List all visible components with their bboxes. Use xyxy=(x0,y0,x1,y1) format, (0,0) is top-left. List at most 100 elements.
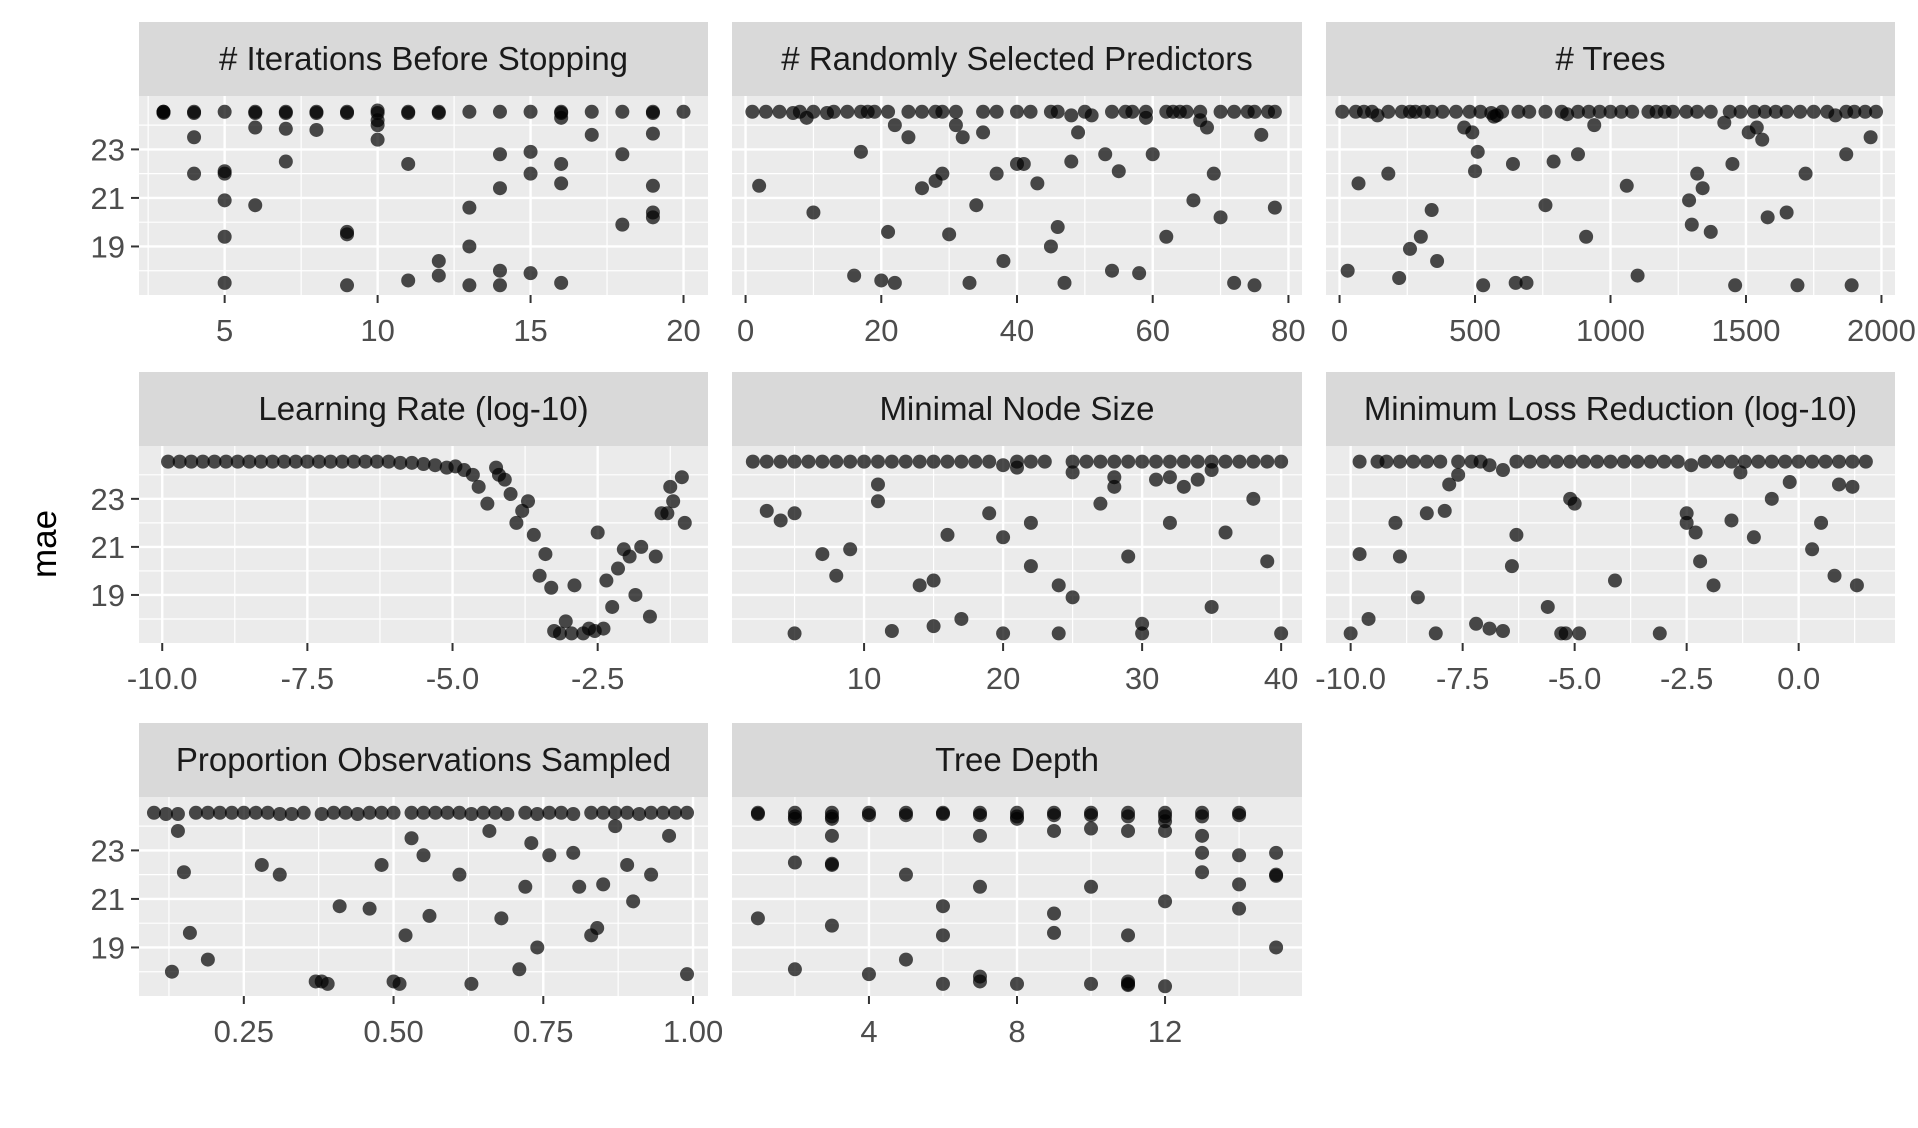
data-point xyxy=(1791,454,1806,469)
data-point xyxy=(401,156,416,171)
data-point xyxy=(1511,104,1526,119)
data-point xyxy=(1361,611,1376,626)
data-point xyxy=(772,104,787,119)
data-point xyxy=(1449,104,1464,119)
data-point xyxy=(615,104,630,119)
data-point xyxy=(1831,454,1846,469)
data-point xyxy=(1381,104,1396,119)
data-point xyxy=(1392,271,1407,286)
data-point xyxy=(1107,470,1122,485)
data-point xyxy=(488,805,503,820)
data-point xyxy=(1135,626,1150,641)
data-point xyxy=(996,254,1011,269)
data-point xyxy=(1869,104,1884,119)
data-point xyxy=(870,454,885,469)
data-point xyxy=(1505,156,1520,171)
data-point xyxy=(787,506,802,521)
x-tick-label: 1000 xyxy=(1576,313,1645,348)
data-point xyxy=(422,908,437,923)
data-point xyxy=(338,805,353,820)
x-tick-label: 0.0 xyxy=(1777,661,1820,696)
data-point xyxy=(1051,578,1066,593)
data-point xyxy=(1793,104,1808,119)
data-point xyxy=(564,626,579,641)
data-point xyxy=(309,122,324,137)
data-point xyxy=(200,805,215,820)
x-tick-label: 0 xyxy=(1331,313,1348,348)
facet-title: # Trees xyxy=(1555,40,1665,77)
data-point xyxy=(1227,275,1242,290)
data-point xyxy=(176,865,191,880)
data-point xyxy=(1267,104,1282,119)
facet-strip xyxy=(732,22,1302,96)
data-point xyxy=(1703,224,1718,239)
data-point xyxy=(207,454,222,469)
x-tick-label: -2.5 xyxy=(571,661,624,696)
x-tick-label: 30 xyxy=(1125,661,1159,696)
data-point xyxy=(745,454,760,469)
x-tick-label: -7.5 xyxy=(1436,661,1489,696)
data-point xyxy=(1195,865,1210,880)
data-point xyxy=(404,831,419,846)
data-point xyxy=(1121,549,1136,564)
facet-panel: Minimum Loss Reduction (log-10) -10.0 -7.5… xyxy=(1315,372,1895,696)
data-point xyxy=(1482,458,1497,473)
data-point xyxy=(599,573,614,588)
data-point xyxy=(428,458,443,473)
data-point xyxy=(1728,278,1743,293)
x-tick-label: 4 xyxy=(860,1014,877,1049)
data-point xyxy=(1473,104,1488,119)
y-tick-label: 21 xyxy=(91,530,125,565)
data-point xyxy=(677,515,692,530)
data-point xyxy=(976,125,991,140)
data-point xyxy=(1684,458,1699,473)
data-point xyxy=(1717,115,1732,130)
data-point xyxy=(968,454,983,469)
data-point xyxy=(340,278,355,293)
data-point xyxy=(452,805,467,820)
data-point xyxy=(1782,475,1797,490)
data-point xyxy=(1030,176,1045,191)
data-point xyxy=(1831,477,1846,492)
x-tick-label: 10 xyxy=(847,661,881,696)
data-point xyxy=(566,845,581,860)
data-point xyxy=(1065,465,1080,480)
data-point xyxy=(1706,578,1721,593)
data-point xyxy=(1269,868,1284,883)
data-point xyxy=(278,105,293,120)
data-point xyxy=(622,549,637,564)
data-point xyxy=(374,805,389,820)
data-point xyxy=(1424,104,1439,119)
data-point xyxy=(1138,110,1153,125)
x-tick-label: -10.0 xyxy=(1315,661,1386,696)
data-point xyxy=(1379,454,1394,469)
data-point xyxy=(787,811,802,826)
data-point xyxy=(935,104,950,119)
data-point xyxy=(773,454,788,469)
data-point xyxy=(1805,542,1820,557)
data-point xyxy=(1549,454,1564,469)
data-point xyxy=(628,587,643,602)
data-point xyxy=(1839,147,1854,162)
data-point xyxy=(1064,108,1079,123)
data-point xyxy=(431,105,446,120)
data-point xyxy=(1098,147,1113,162)
data-point xyxy=(494,911,509,926)
data-point xyxy=(829,454,844,469)
data-point xyxy=(662,828,677,843)
data-point xyxy=(1388,515,1403,530)
data-point xyxy=(170,823,185,838)
data-point xyxy=(1269,845,1284,860)
data-point xyxy=(1084,976,1099,991)
data-point xyxy=(523,166,538,181)
data-point xyxy=(759,454,774,469)
data-point xyxy=(1057,275,1072,290)
data-point xyxy=(745,104,760,119)
data-point xyxy=(497,472,512,487)
data-point xyxy=(554,805,569,820)
data-point xyxy=(590,921,605,936)
data-point xyxy=(857,454,872,469)
data-point xyxy=(1107,479,1122,494)
data-point xyxy=(431,254,446,269)
data-point xyxy=(1722,104,1737,119)
